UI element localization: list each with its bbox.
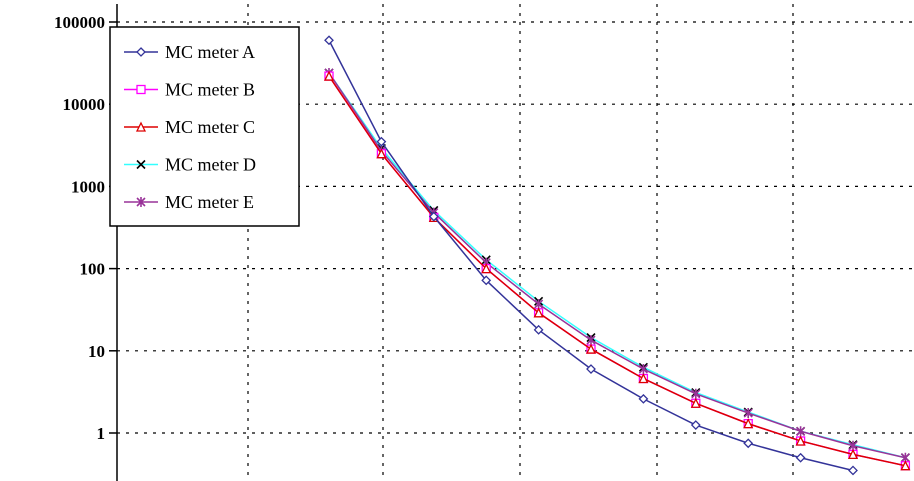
data-point (533, 324, 544, 335)
data-point (376, 136, 387, 147)
data-point (638, 393, 649, 404)
y-tick-label: 100 (80, 260, 106, 279)
data-point (324, 35, 334, 46)
legend-item-mc-meter-e: MC meter E (124, 192, 254, 212)
series-line-mc-meter-c (328, 75, 906, 467)
legend-label: MC meter A (165, 42, 255, 62)
series-line-mc-meter-e (328, 72, 906, 459)
legend-item-mc-meter-b: MC meter B (124, 80, 255, 100)
data-point (690, 420, 701, 430)
data-point (795, 452, 806, 463)
data-point (848, 465, 858, 476)
data-point (900, 460, 911, 471)
legend-marker (136, 84, 146, 95)
data-point (586, 364, 596, 374)
legend-marker (136, 197, 146, 207)
y-tick-label: 100000 (54, 13, 105, 32)
y-tick-label: 10000 (63, 95, 106, 114)
legend-label: MC meter D (165, 155, 256, 175)
legend-marker (136, 159, 146, 170)
legend-item-mc-meter-d: MC meter D (124, 155, 256, 175)
legend-item-mc-meter-a: MC meter A (124, 42, 255, 62)
data-point (481, 263, 492, 274)
data-point (796, 426, 806, 437)
grid (117, 4, 914, 481)
legend-label: MC meter B (165, 80, 255, 100)
legend-item-mc-meter-c: MC meter C (124, 117, 255, 137)
data-point (690, 397, 701, 408)
data-point (743, 438, 754, 449)
series-group (323, 35, 911, 476)
y-tick-label: 10 (88, 342, 105, 361)
series-line-mc-meter-b (328, 75, 906, 467)
data-point (638, 373, 649, 384)
data-point (533, 307, 544, 318)
y-tick-labels: 1 10 100 1000 10000 100000 (54, 13, 105, 443)
data-point (691, 388, 701, 399)
data-point (795, 435, 806, 446)
data-point (585, 343, 597, 354)
legend-label: MC meter E (165, 192, 254, 212)
legend: MC meter A MC meter B MC meter C MC meter D… (109, 26, 300, 227)
data-point (481, 275, 492, 286)
y-tick-label: 1000 (71, 177, 105, 196)
data-point (323, 70, 335, 81)
data-point (638, 364, 648, 375)
data-point (428, 211, 439, 222)
data-point (847, 448, 859, 459)
data-point (376, 148, 387, 159)
legend-marker (136, 47, 146, 57)
data-point (586, 335, 596, 346)
data-point (743, 408, 753, 419)
legend-marker (135, 121, 147, 132)
data-point (743, 418, 754, 429)
y-tick-label: 1 (97, 424, 106, 443)
legend-label: MC meter C (165, 117, 255, 137)
series-line-mc-meter-d (328, 72, 906, 459)
